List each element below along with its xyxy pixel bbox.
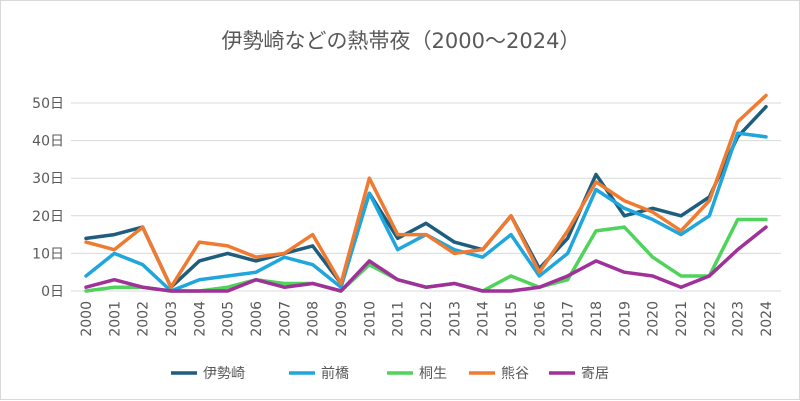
x-tick-label: 2014 [476, 301, 492, 337]
x-tick-label: 2008 [306, 301, 322, 337]
series-lines [84, 93, 768, 293]
series-line-熊谷 [84, 93, 768, 289]
x-tick-label: 2002 [136, 301, 152, 337]
legend: 伊勢崎 前橋 桐生 熊谷 寄居 [171, 365, 609, 382]
series-line-伊勢崎 [84, 105, 768, 289]
x-tick-label: 2001 [107, 301, 123, 337]
legend-item: 伊勢崎 [171, 366, 245, 382]
x-tick-label: 2003 [164, 301, 180, 337]
legend-item: 桐生 [387, 366, 447, 382]
x-tick-label: 2000 [79, 301, 95, 337]
y-tick-label: 40日 [32, 134, 64, 150]
legend-item: 寄居 [549, 365, 609, 382]
x-tick-label: 2010 [362, 301, 378, 337]
y-tick-label: 20日 [32, 209, 64, 225]
x-tick-label: 2011 [391, 301, 407, 337]
x-tick-label: 2017 [561, 301, 577, 337]
y-axis: 0日 10日 20日 30日 40日 50日 [32, 96, 64, 300]
y-tick-label: 30日 [32, 171, 64, 187]
x-tick-label: 2020 [646, 301, 662, 337]
legend-label: 熊谷 [501, 366, 529, 382]
x-tick-label: 2024 [759, 301, 775, 337]
legend-label: 伊勢崎 [203, 366, 245, 382]
legend-label: 桐生 [419, 366, 447, 382]
legend-label: 前橋 [321, 365, 349, 382]
x-tick-label: 2007 [277, 301, 293, 337]
x-tick-label: 2022 [702, 301, 718, 337]
x-tick-label: 2018 [589, 301, 605, 337]
x-tick-label: 2006 [249, 301, 265, 337]
x-tick-label: 2016 [532, 301, 548, 337]
legend-item: 熊谷 [469, 366, 529, 382]
x-axis: 2000 2001 2002 2003 2004 2005 2006 2007 2008 2009… [79, 301, 775, 337]
series-line-寄居 [84, 225, 768, 293]
x-tick-label: 2013 [447, 301, 463, 337]
y-tick-label: 10日 [32, 246, 64, 262]
y-tick-label: 0日 [41, 284, 64, 300]
x-tick-label: 2019 [617, 301, 633, 337]
x-tick-label: 2021 [674, 301, 690, 337]
legend-item: 前橋 [289, 365, 349, 382]
chart-title: 伊勢崎などの熱帯夜（2000～2024） [222, 29, 581, 53]
x-tick-label: 2004 [192, 301, 208, 337]
y-tick-label: 50日 [32, 96, 64, 112]
x-tick-label: 2005 [221, 301, 237, 337]
legend-label: 寄居 [581, 365, 609, 382]
grid [71, 102, 781, 292]
x-tick-label: 2015 [504, 301, 520, 337]
x-tick-label: 2009 [334, 301, 350, 337]
x-tick-label: 2012 [419, 301, 435, 337]
x-tick-label: 2023 [731, 301, 747, 337]
